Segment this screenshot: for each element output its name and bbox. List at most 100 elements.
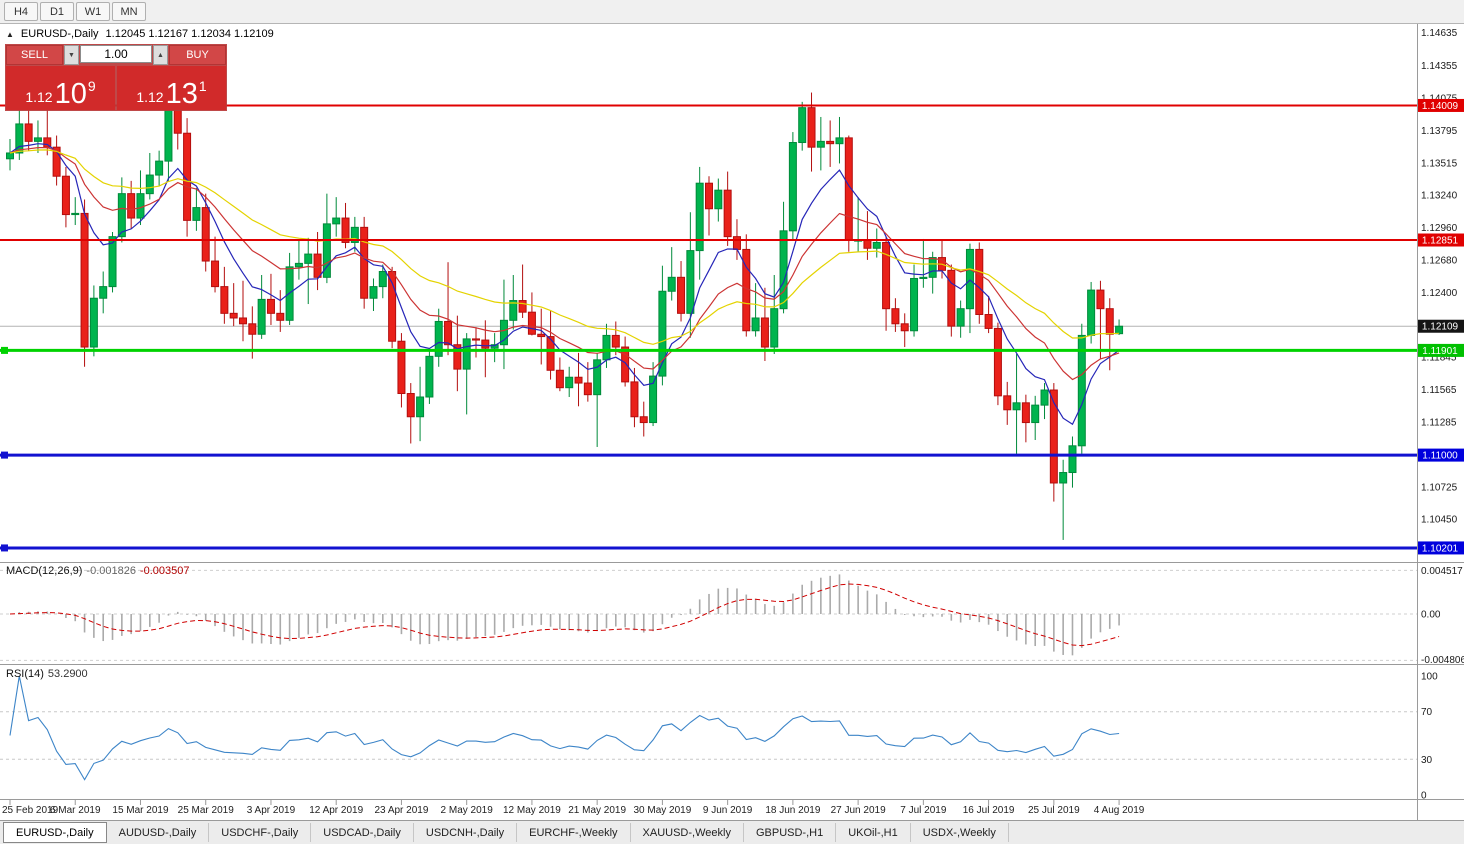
horizontal-level-lines[interactable]: [0, 104, 1417, 552]
svg-text:1.14075: 1.14075: [1421, 93, 1458, 104]
top-toolbar: H4 D1 W1 MN: [0, 0, 1464, 24]
sell-price-pip-digit: 9: [87, 78, 96, 94]
candles-layer: [6, 83, 1124, 540]
tab-gbpusd-h1[interactable]: GBPUSD-,H1: [744, 823, 837, 842]
moving-average-lines: [9, 143, 1120, 426]
svg-text:1.12960: 1.12960: [1421, 223, 1458, 234]
price-axis-labels[interactable]: 1.14635 1.14355 1.14075 1.13795 1.13515 1.132…: [1421, 28, 1464, 801]
svg-text:1.13515: 1.13515: [1421, 158, 1458, 169]
svg-text:0: 0: [1421, 791, 1427, 802]
tab-usdcad-daily[interactable]: USDCAD-,Daily: [311, 823, 414, 842]
macd-pane: [0, 569, 1417, 661]
sell-button[interactable]: SELL: [6, 45, 63, 65]
svg-text:23 Apr 2019: 23 Apr 2019: [374, 805, 428, 816]
one-click-collapse-icon[interactable]: ▲: [6, 29, 14, 39]
svg-text:25 Mar 2019: 25 Mar 2019: [178, 805, 235, 816]
macd-name: MACD(12,26,9): [6, 565, 83, 577]
timeframe-buttons: H4 D1 W1 MN: [4, 2, 146, 21]
svg-text:1.14355: 1.14355: [1421, 61, 1458, 72]
svg-text:18 Jun 2019: 18 Jun 2019: [765, 805, 820, 816]
rsi-pane: [0, 675, 1417, 781]
svg-text:30: 30: [1421, 755, 1433, 766]
svg-text:1.11845: 1.11845: [1421, 352, 1457, 363]
svg-text:-0.004806: -0.004806: [1421, 655, 1464, 666]
svg-text:15 Mar 2019: 15 Mar 2019: [112, 805, 169, 816]
trade-panel-price-row: 1.12 10 9 1.12 13 1: [6, 66, 226, 110]
svg-text:25 Jul 2019: 25 Jul 2019: [1028, 805, 1080, 816]
svg-text:70: 70: [1421, 707, 1433, 718]
svg-text:1.11285: 1.11285: [1421, 417, 1457, 428]
svg-text:1.12400: 1.12400: [1421, 288, 1458, 299]
svg-text:2 May 2019: 2 May 2019: [441, 805, 494, 816]
tab-usdchf-daily[interactable]: USDCHF-,Daily: [209, 823, 312, 842]
tab-ukoil-h1[interactable]: UKOil-,H1: [836, 823, 911, 842]
svg-text:0.00: 0.00: [1421, 610, 1441, 621]
svg-text:1.12851: 1.12851: [1422, 236, 1459, 247]
buy-price-pip-digit: 1: [198, 78, 207, 94]
timeframe-button-d1[interactable]: D1: [40, 2, 74, 21]
svg-text:1.14009: 1.14009: [1422, 101, 1459, 112]
chart-area[interactable]: 1.14635 1.14355 1.14075 1.13795 1.13515 1.132…: [0, 24, 1464, 820]
buy-price-prefix: 1.12: [136, 89, 164, 105]
rsi-indicator-label: RSI(14) 53.2900: [6, 668, 88, 680]
svg-text:0.004517: 0.004517: [1421, 566, 1463, 577]
trade-panel-controls-row: SELL ▼ ▲ BUY: [6, 45, 226, 65]
volume-increase-button[interactable]: ▲: [153, 45, 168, 65]
tab-usdx-weekly[interactable]: USDX-,Weekly: [911, 823, 1009, 842]
svg-text:1.14635: 1.14635: [1421, 28, 1458, 39]
svg-text:1.11565: 1.11565: [1421, 385, 1457, 396]
svg-text:25 Feb 2019: 25 Feb 2019: [2, 805, 59, 816]
svg-text:12 Apr 2019: 12 Apr 2019: [309, 805, 363, 816]
svg-text:7 Jul 2019: 7 Jul 2019: [900, 805, 947, 816]
sell-price-big-digits: 10: [54, 78, 87, 111]
svg-text:1.11901: 1.11901: [1422, 346, 1458, 357]
svg-text:6 Mar 2019: 6 Mar 2019: [50, 805, 101, 816]
tab-eurusd-daily[interactable]: EURUSD-,Daily: [3, 822, 107, 843]
chart-ohlc-values: 1.12045 1.12167 1.12034 1.12109: [105, 28, 274, 40]
chart-symbol-title: EURUSD-,Daily: [20, 28, 99, 40]
sell-price-display[interactable]: 1.12 10 9: [6, 66, 115, 110]
buy-price-display[interactable]: 1.12 13 1: [117, 66, 226, 110]
svg-text:1.12680: 1.12680: [1421, 255, 1458, 266]
timeframe-button-h4[interactable]: H4: [4, 2, 38, 21]
macd-indicator-label: MACD(12,26,9) -0.001826 -0.003507: [6, 565, 190, 577]
price-chart-canvas[interactable]: 1.14635 1.14355 1.14075 1.13795 1.13515 1.132…: [0, 24, 1464, 820]
tab-eurchf-weekly[interactable]: EURCHF-,Weekly: [517, 823, 631, 842]
pane-separators: [0, 24, 1464, 820]
timeframe-button-w1[interactable]: W1: [76, 2, 110, 21]
svg-text:1.13795: 1.13795: [1421, 126, 1458, 137]
svg-text:1.12109: 1.12109: [1422, 322, 1459, 333]
price-axis-badges: 1.14009 1.12851 1.12109 1.11901 1.11000 1.102…: [1418, 98, 1464, 555]
svg-text:3 Apr 2019: 3 Apr 2019: [247, 805, 296, 816]
timeframe-button-mn[interactable]: MN: [112, 2, 146, 21]
one-click-trading-panel: SELL ▼ ▲ BUY 1.12 10 9 1.12 13 1: [5, 44, 227, 111]
svg-text:1.10201: 1.10201: [1422, 543, 1459, 554]
svg-text:1.10450: 1.10450: [1421, 515, 1458, 526]
tab-audusd-daily[interactable]: AUDUSD-,Daily: [107, 823, 210, 842]
svg-text:27 Jun 2019: 27 Jun 2019: [831, 805, 886, 816]
svg-text:9 Jun 2019: 9 Jun 2019: [703, 805, 753, 816]
tab-xauusd-weekly[interactable]: XAUUSD-,Weekly: [631, 823, 744, 842]
buy-price-big-digits: 13: [165, 78, 198, 111]
chart-tabs-bar: EURUSD-,Daily AUDUSD-,Daily USDCHF-,Daily U…: [0, 820, 1464, 844]
macd-signal-value: -0.003507: [139, 565, 190, 577]
svg-text:1.11000: 1.11000: [1422, 451, 1458, 462]
macd-main-value: -0.001826: [86, 565, 136, 577]
volume-input[interactable]: [80, 45, 152, 63]
svg-text:100: 100: [1421, 672, 1438, 683]
svg-text:21 May 2019: 21 May 2019: [568, 805, 626, 816]
rsi-name: RSI(14): [6, 668, 44, 680]
chart-header: ▲ EURUSD-,Daily 1.12045 1.12167 1.12034 …: [6, 28, 274, 40]
svg-text:12 May 2019: 12 May 2019: [503, 805, 561, 816]
svg-text:16 Jul 2019: 16 Jul 2019: [963, 805, 1015, 816]
buy-button[interactable]: BUY: [169, 45, 226, 65]
sell-price-prefix: 1.12: [25, 89, 53, 105]
svg-text:4 Aug 2019: 4 Aug 2019: [1094, 805, 1145, 816]
rsi-value: 53.2900: [47, 668, 88, 680]
svg-text:1.10725: 1.10725: [1421, 483, 1458, 494]
tab-usdcnh-daily[interactable]: USDCNH-,Daily: [414, 823, 518, 842]
svg-text:1.13240: 1.13240: [1421, 190, 1458, 201]
volume-decrease-button[interactable]: ▼: [64, 45, 79, 65]
